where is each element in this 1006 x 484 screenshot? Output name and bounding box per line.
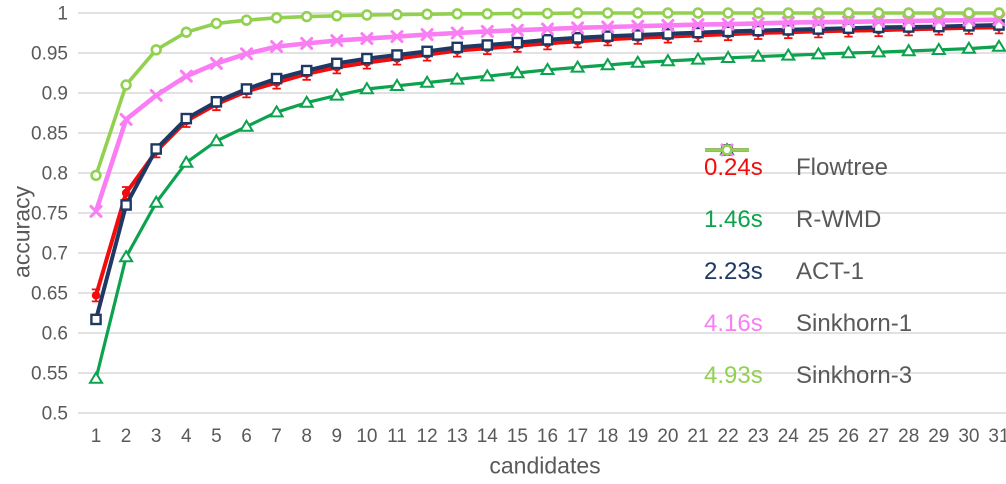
x-tick-label: 2 <box>121 426 132 447</box>
legend-series-name: Sinkhorn-3 <box>796 362 913 389</box>
x-tick-label: 23 <box>748 426 769 447</box>
x-tick-label: 19 <box>627 426 648 447</box>
y-tick-label: 0.7 <box>42 244 68 265</box>
legend-series-name: Flowtree <box>796 154 889 181</box>
legend-time-label: 4.93s <box>704 362 763 389</box>
y-tick-label: 0.9 <box>42 84 68 105</box>
x-tick-label: 20 <box>657 426 678 447</box>
x-tick-label: 6 <box>241 426 252 447</box>
x-tick-label: 9 <box>332 426 343 447</box>
x-axis-ticks: 1 2 3 4 5 6 7 8 9 10 11 12 13 14 15 16 17 18 19 20 21 22 23 24 2… <box>91 426 1006 447</box>
x-tick-label: 8 <box>301 426 312 447</box>
series-sinkhorn-3 <box>90 7 1005 182</box>
x-tick-label: 16 <box>537 426 558 447</box>
x-tick-label: 24 <box>778 426 800 447</box>
legend-marker-open-circle <box>705 144 749 156</box>
x-tick-label: 29 <box>928 426 949 447</box>
y-tick-label: 0.55 <box>31 364 68 385</box>
x-tick-label: 22 <box>718 426 739 447</box>
legend-time-label: 4.16s <box>704 310 763 337</box>
legend-item-sinkhorn-1: 4.16s Sinkhorn-1 <box>704 143 913 350</box>
y-axis-ticks: 1 0.95 0.9 0.85 0.8 0.75 0.7 0.65 0.6 0.55 0.5 <box>31 4 68 425</box>
legend-series-name: R-WMD <box>796 206 882 233</box>
x-tick-label: 10 <box>356 426 377 447</box>
x-tick-label: 4 <box>181 426 192 447</box>
series-r-wmd <box>88 38 1006 384</box>
legend-series-name: ACT-1 <box>796 258 865 285</box>
legend-time-label: 2.23s <box>704 258 763 285</box>
y-tick-label: 1 <box>57 4 68 25</box>
x-tick-label: 26 <box>838 426 859 447</box>
x-tick-label: 5 <box>211 426 222 447</box>
y-tick-label: 0.95 <box>31 44 68 65</box>
x-tick-label: 13 <box>447 426 468 447</box>
y-tick-label: 0.65 <box>31 284 68 305</box>
x-axis-title: candidates <box>489 452 601 479</box>
x-tick-label: 17 <box>567 426 588 447</box>
series-sinkhorn-1 <box>89 13 1006 218</box>
legend-time-label: 1.46s <box>704 206 763 233</box>
y-tick-label: 0.6 <box>42 324 68 345</box>
x-tick-label: 25 <box>808 426 829 447</box>
x-tick-label: 28 <box>898 426 919 447</box>
x-tick-label: 21 <box>687 426 708 447</box>
legend-item-sinkhorn-3: 4.93s Sinkhorn-3 <box>704 144 913 402</box>
legend-series-name: Sinkhorn-1 <box>796 310 913 337</box>
x-tick-label: 31 <box>988 426 1006 447</box>
legend-item-r-wmd: 1.46s R-WMD <box>704 142 912 246</box>
legend-item-act-1: 2.23s ACT-1 <box>704 144 912 298</box>
legend: 0.24s Flowtree 1.46s R-WMD 2.23s ACT-1 4.16s Si… <box>704 142 912 402</box>
series-act-1 <box>90 19 1005 326</box>
x-tick-label: 1 <box>91 426 102 447</box>
x-tick-label: 11 <box>387 426 407 447</box>
legend-time-label: 0.24s <box>704 154 763 181</box>
x-tick-label: 27 <box>868 426 889 447</box>
y-tick-label: 0.85 <box>31 124 68 145</box>
x-tick-label: 7 <box>271 426 282 447</box>
x-tick-label: 12 <box>417 426 438 447</box>
x-tick-label: 30 <box>958 426 979 447</box>
x-tick-label: 14 <box>477 426 499 447</box>
y-tick-label: 0.8 <box>42 164 68 185</box>
y-tick-label: 0.75 <box>31 204 68 225</box>
x-tick-label: 15 <box>507 426 528 447</box>
x-tick-label: 18 <box>597 426 618 447</box>
y-axis-title: accuracy <box>8 185 35 279</box>
x-tick-label: 3 <box>151 426 162 447</box>
y-tick-label: 0.5 <box>42 404 68 425</box>
